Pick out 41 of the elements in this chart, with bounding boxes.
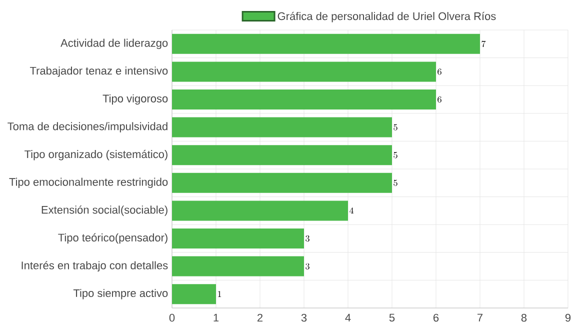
y-tick-label: Tipo vigoroso bbox=[102, 94, 168, 105]
bar bbox=[172, 228, 304, 248]
y-tick-label: Tipo siempre activo bbox=[73, 288, 168, 300]
x-tick-label: 5 bbox=[389, 314, 395, 322]
y-tick-label: Interés en trabajo con detalles bbox=[22, 261, 168, 272]
y-tick-label: Tipo teórico(pensador) bbox=[58, 233, 168, 244]
data-label: 5 bbox=[394, 124, 398, 130]
bar bbox=[172, 34, 480, 54]
bar bbox=[172, 89, 436, 110]
x-tick-label: 2 bbox=[257, 314, 263, 322]
bar bbox=[172, 284, 216, 304]
y-tick-label: Tipo organizado (sistemático) bbox=[24, 150, 168, 160]
data-label: 6 bbox=[438, 68, 442, 75]
x-tick-label: 9 bbox=[565, 314, 571, 322]
bar bbox=[172, 62, 436, 82]
bar bbox=[172, 256, 304, 276]
data-label: 5 bbox=[394, 180, 398, 186]
y-tick-label: Toma de decisiones/impulsividad bbox=[8, 122, 168, 132]
x-tick-label: 7 bbox=[477, 314, 482, 322]
data-label: 6 bbox=[438, 96, 442, 103]
data-label: 4 bbox=[349, 207, 354, 214]
x-tick-label: 3 bbox=[301, 314, 307, 322]
legend-label: Gráfica de personalidad de Uriel Olvera Ríos bbox=[278, 12, 496, 22]
bar bbox=[172, 145, 392, 166]
bar bbox=[172, 172, 392, 193]
x-tick-label: 8 bbox=[521, 314, 527, 322]
x-tick-label: 6 bbox=[433, 314, 439, 322]
bar bbox=[172, 200, 348, 221]
y-tick-label: Trabajador tenaz e intensivo bbox=[30, 66, 168, 77]
data-label: 3 bbox=[306, 263, 310, 270]
bar bbox=[172, 117, 392, 138]
x-tick-label: 1 bbox=[214, 314, 219, 322]
x-tick-label: 4 bbox=[345, 314, 351, 322]
y-tick-label: Extensión social(sociable) bbox=[42, 206, 168, 216]
data-label: 7 bbox=[482, 40, 486, 47]
data-label: 3 bbox=[306, 235, 310, 242]
y-tick-label: Tipo emocionalmente restringido bbox=[9, 178, 168, 188]
data-label: 5 bbox=[394, 152, 398, 158]
x-tick-label: 0 bbox=[169, 314, 175, 322]
y-tick-label: Actividad de liderazgo bbox=[60, 38, 168, 50]
data-label: 1 bbox=[218, 291, 222, 297]
